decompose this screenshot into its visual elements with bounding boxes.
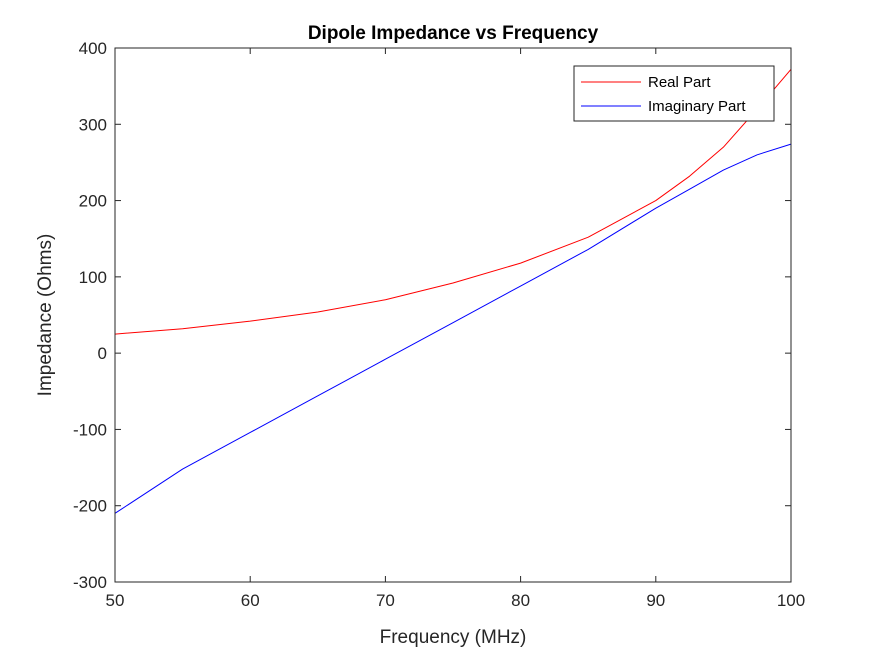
series-line-real-part [114, 69, 792, 335]
x-tick-label: 80 [511, 591, 530, 610]
x-tick-label: 90 [646, 591, 665, 610]
plot-area [115, 48, 791, 582]
y-tick-label: -300 [73, 573, 107, 592]
legend: Real Part Imaginary Part [573, 65, 775, 122]
y-tick-label: -200 [73, 497, 107, 516]
y-tick-label: -100 [73, 420, 107, 439]
series-layer [114, 69, 792, 514]
plot-frame [114, 47, 792, 583]
y-axis-label: Impedance (Ohms) [35, 234, 56, 397]
x-tick-label: 100 [777, 591, 805, 610]
y-tick-label: 300 [79, 115, 107, 134]
series-line-imaginary-part [114, 143, 792, 514]
legend-label-imaginary-part: Imaginary Part [648, 98, 746, 115]
legend-label-real-part: Real Part [648, 74, 711, 91]
y-tick-label: 400 [79, 39, 107, 58]
y-tick-label: 200 [79, 192, 107, 211]
legend-box [573, 65, 775, 122]
x-tick-label: 60 [241, 591, 260, 610]
ticks-layer: 50 60 70 80 90 100 -300 -200 -100 0 100 200 300 400 [73, 39, 805, 610]
y-tick-label: 100 [79, 268, 107, 287]
y-tick-label: 0 [98, 344, 107, 363]
chart-title: Dipole Impedance vs Frequency [308, 23, 599, 44]
x-tick-label: 50 [106, 591, 125, 610]
x-tick-label: 70 [376, 591, 395, 610]
x-axis-label: Frequency (MHz) [380, 627, 527, 648]
